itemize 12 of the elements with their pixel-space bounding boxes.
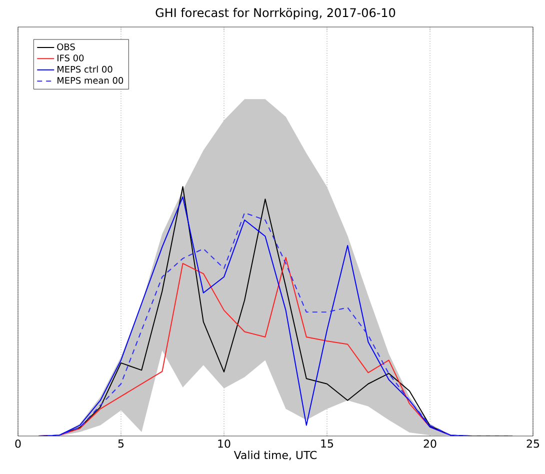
x-tick-label: 0 [15,440,21,448]
x-tick-label: 5 [118,440,124,448]
legend-label: MEPS mean 00 [58,77,124,84]
x-tick-label: 15 [321,440,334,448]
x-tick-label: 10 [218,440,230,448]
legend-label: IFS 00 [58,54,84,62]
chart-title: GHI forecast for Norrköping, 2017-06-10 [156,8,396,20]
x-tick-label: 25 [526,440,540,448]
legend-label: OBS [57,43,75,50]
legend-label: MEPS ctrl 00 [58,66,112,73]
x-axis-title: Valid time, UTC [234,450,317,460]
x-tick-label: 20 [424,440,436,448]
